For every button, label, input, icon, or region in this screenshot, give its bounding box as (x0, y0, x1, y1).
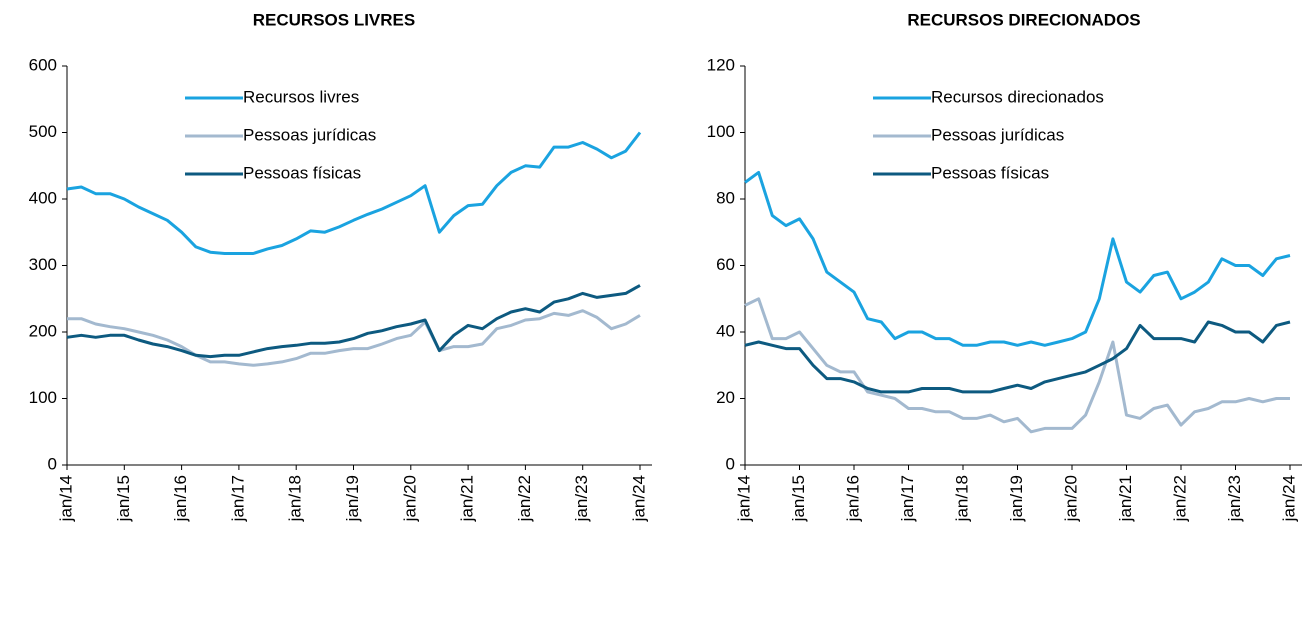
x-tick-label: jan/20 (400, 475, 419, 522)
legend-label: Recursos livres (243, 87, 359, 106)
y-tick-label: 600 (29, 55, 57, 74)
y-tick-label: 120 (707, 55, 735, 74)
y-tick-label: 300 (29, 255, 57, 274)
y-tick-label: 500 (29, 122, 57, 141)
x-tick-label: jan/21 (1116, 475, 1135, 522)
x-tick-label: jan/18 (952, 475, 971, 522)
x-tick-label: jan/19 (1007, 475, 1026, 522)
legend-label: Pessoas físicas (931, 163, 1049, 182)
x-tick-label: jan/15 (789, 475, 808, 522)
x-tick-label: jan/15 (114, 475, 133, 522)
x-tick-label: jan/23 (572, 475, 591, 522)
y-tick-label: 100 (707, 122, 735, 141)
series-line (66, 284, 641, 359)
series-line (744, 320, 1291, 394)
chart: RECURSOS DIRECIONADOS 0 20 40 60 80 100 120 jan/… (707, 10, 1302, 522)
x-tick-label: jan/14 (734, 475, 753, 522)
y-tick-label: 40 (716, 321, 735, 340)
y-tick-label: 20 (716, 388, 735, 407)
legend-label: Pessoas físicas (243, 163, 361, 182)
x-tick-label: jan/21 (458, 475, 477, 522)
x-tick-label: jan/22 (515, 475, 534, 522)
x-tick-label: jan/14 (56, 475, 75, 522)
x-tick-label: jan/24 (1279, 475, 1298, 522)
legend-label: Pessoas jurídicas (243, 125, 376, 144)
x-tick-label: jan/17 (898, 475, 917, 522)
series-line (744, 170, 1291, 347)
legend-label: Pessoas jurídicas (931, 125, 1064, 144)
y-tick-label: 60 (716, 255, 735, 274)
series-line (67, 309, 641, 367)
x-tick-label: jan/16 (171, 475, 190, 522)
x-tick-label: jan/16 (843, 475, 862, 522)
chart-title: RECURSOS DIRECIONADOS (907, 10, 1140, 29)
y-tick-label: 0 (726, 454, 735, 473)
y-tick-label: 400 (29, 188, 57, 207)
legend-label: Recursos direcionados (931, 87, 1104, 106)
chart: RECURSOS LIVRES 0 100 200 300 400 500 600 jan/14… (29, 10, 652, 522)
series-line (744, 297, 1290, 434)
x-tick-label: jan/20 (1061, 475, 1080, 522)
y-tick-label: 0 (48, 454, 57, 473)
series-line (66, 131, 642, 255)
chart-title: RECURSOS LIVRES (253, 10, 415, 29)
x-tick-label: jan/24 (629, 475, 648, 522)
y-tick-label: 100 (29, 388, 57, 407)
x-tick-label: jan/19 (343, 475, 362, 522)
x-tick-label: jan/18 (286, 475, 305, 522)
x-tick-label: jan/17 (228, 475, 247, 522)
x-tick-label: jan/22 (1170, 475, 1189, 522)
y-tick-label: 80 (716, 188, 735, 207)
y-tick-label: 200 (29, 321, 57, 340)
x-tick-label: jan/23 (1225, 475, 1244, 522)
